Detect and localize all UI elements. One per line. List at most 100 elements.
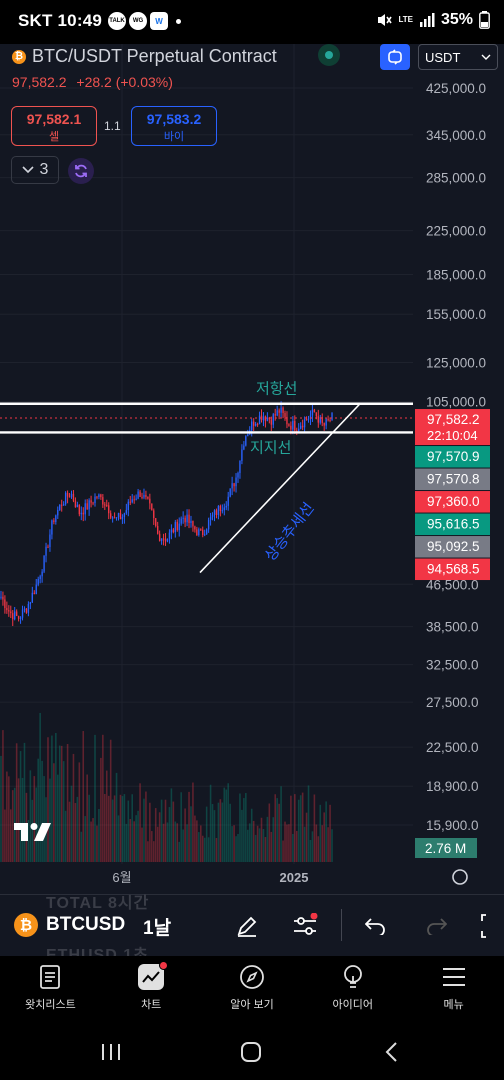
volume-bar xyxy=(115,772,118,862)
volume-bar xyxy=(105,770,108,862)
volume-bar xyxy=(125,823,128,862)
candle-body xyxy=(231,483,233,489)
undo-button[interactable] xyxy=(361,911,391,941)
candle-body xyxy=(29,602,32,605)
volume-bar xyxy=(295,831,298,862)
candle-body xyxy=(213,510,216,515)
indicators-toggle[interactable]: 3 xyxy=(11,156,59,184)
nav-label: 왓치리스트 xyxy=(25,999,76,1011)
candle-body xyxy=(170,529,173,533)
candle-body xyxy=(198,529,200,536)
mute-icon xyxy=(378,14,393,26)
candle-body xyxy=(133,499,135,501)
trendline-label: 상승추세선 xyxy=(261,499,318,564)
replay-button[interactable] xyxy=(380,44,410,70)
back-icon[interactable] xyxy=(384,1041,400,1063)
candle-body xyxy=(19,617,22,619)
candle-body xyxy=(123,513,126,518)
volume-bar xyxy=(84,816,86,862)
symbol-header[interactable]: ₿ BTC/USDT Perpetual Contract xyxy=(12,46,277,67)
nav-ideas[interactable]: 아이디어 xyxy=(302,956,403,1022)
candle-body xyxy=(86,503,88,510)
volume-bar xyxy=(154,808,157,862)
compass-icon xyxy=(239,964,265,990)
recent-apps-icon[interactable] xyxy=(100,1042,122,1062)
chart-area[interactable]: 저항선 지지선 상승추세선 425,000.0 345,000.0 285,000.0 2… xyxy=(0,44,504,894)
drawing-tool-button[interactable] xyxy=(232,911,262,941)
candle-body xyxy=(186,514,188,523)
volume-bar xyxy=(152,841,155,862)
volume-bar xyxy=(317,836,320,862)
symbol-selector[interactable]: ₿ BTCUSD xyxy=(14,913,125,937)
candle-body xyxy=(278,410,280,413)
volume-bar xyxy=(98,808,100,862)
price-axis-label-bg xyxy=(415,558,490,581)
candle-body xyxy=(311,409,314,416)
volume-bar xyxy=(147,841,149,862)
candle-body xyxy=(296,430,298,432)
volume-bar xyxy=(58,745,61,862)
volume-bar xyxy=(250,808,253,862)
volume-bar xyxy=(248,823,251,862)
candle-body xyxy=(35,584,37,595)
volume-bar xyxy=(19,751,22,862)
sell-button[interactable]: 97,582.1 셀 xyxy=(11,106,97,146)
candle-body xyxy=(266,417,269,421)
nav-menu[interactable]: 메뉴 xyxy=(403,956,504,1022)
ghost-row-total: TOTAL 8시간 xyxy=(46,895,150,912)
price-axis-label: 95,092.5 xyxy=(427,539,480,554)
indicator-settings-button[interactable] xyxy=(290,911,320,941)
candle-body xyxy=(172,529,175,533)
nav-explore[interactable]: 알아 보기 xyxy=(202,956,303,1022)
buy-button[interactable]: 97,583.2 바이 xyxy=(131,106,217,146)
bitcoin-logo-icon: ₿ xyxy=(12,49,26,64)
nav-label: 메뉴 xyxy=(443,999,464,1011)
home-icon[interactable] xyxy=(240,1041,262,1063)
volume-bar xyxy=(139,783,141,862)
nav-watchlist[interactable]: 왓치리스트 xyxy=(0,956,101,1022)
candle-body xyxy=(96,496,98,498)
volume-bar xyxy=(239,793,241,862)
nav-label: 차트 xyxy=(141,999,162,1011)
volume-bar xyxy=(33,776,36,862)
candle-body xyxy=(100,494,102,498)
currency-select[interactable]: USDT xyxy=(418,44,498,70)
volume-bar xyxy=(264,837,267,862)
fullscreen-button[interactable] xyxy=(477,911,503,941)
volume-bar xyxy=(303,826,306,862)
volume-bar xyxy=(254,834,257,862)
symbol-title[interactable]: BTC/USDT Perpetual Contract xyxy=(32,46,277,66)
nav-chart[interactable]: 차트 xyxy=(101,956,202,1022)
candle-body xyxy=(309,415,312,419)
volume-bar xyxy=(78,762,81,862)
interval-selector[interactable]: 1날 xyxy=(143,918,172,939)
price-axis-label-bg xyxy=(415,491,490,513)
price-tick-label: 22,500.0 xyxy=(426,740,479,755)
volume-bar xyxy=(166,822,169,862)
candle-body xyxy=(23,608,26,610)
volume-bar xyxy=(276,798,278,862)
volume-bar xyxy=(201,835,204,862)
volume-bar xyxy=(117,815,120,862)
volume-bar xyxy=(15,743,18,862)
volume-bar xyxy=(199,825,202,862)
volume-bar xyxy=(329,804,331,862)
redo-button[interactable] xyxy=(421,911,451,941)
candle-body xyxy=(64,492,67,505)
candle-body xyxy=(305,419,308,421)
volume-bar xyxy=(321,825,324,862)
volume-bar xyxy=(241,809,243,862)
volume-bar xyxy=(209,784,212,862)
tradingview-logo-icon xyxy=(14,823,51,841)
volume-bar xyxy=(235,836,237,862)
candle-body xyxy=(204,534,206,536)
sync-button[interactable] xyxy=(68,158,94,184)
volume-bar xyxy=(207,837,210,862)
status-right: LTE 35% xyxy=(376,11,490,29)
candle-body xyxy=(299,425,302,429)
nav-label: 알아 보기 xyxy=(230,999,274,1011)
support-label: 지지선 xyxy=(250,438,291,456)
candle-body xyxy=(321,417,323,423)
candle-body xyxy=(113,517,116,519)
